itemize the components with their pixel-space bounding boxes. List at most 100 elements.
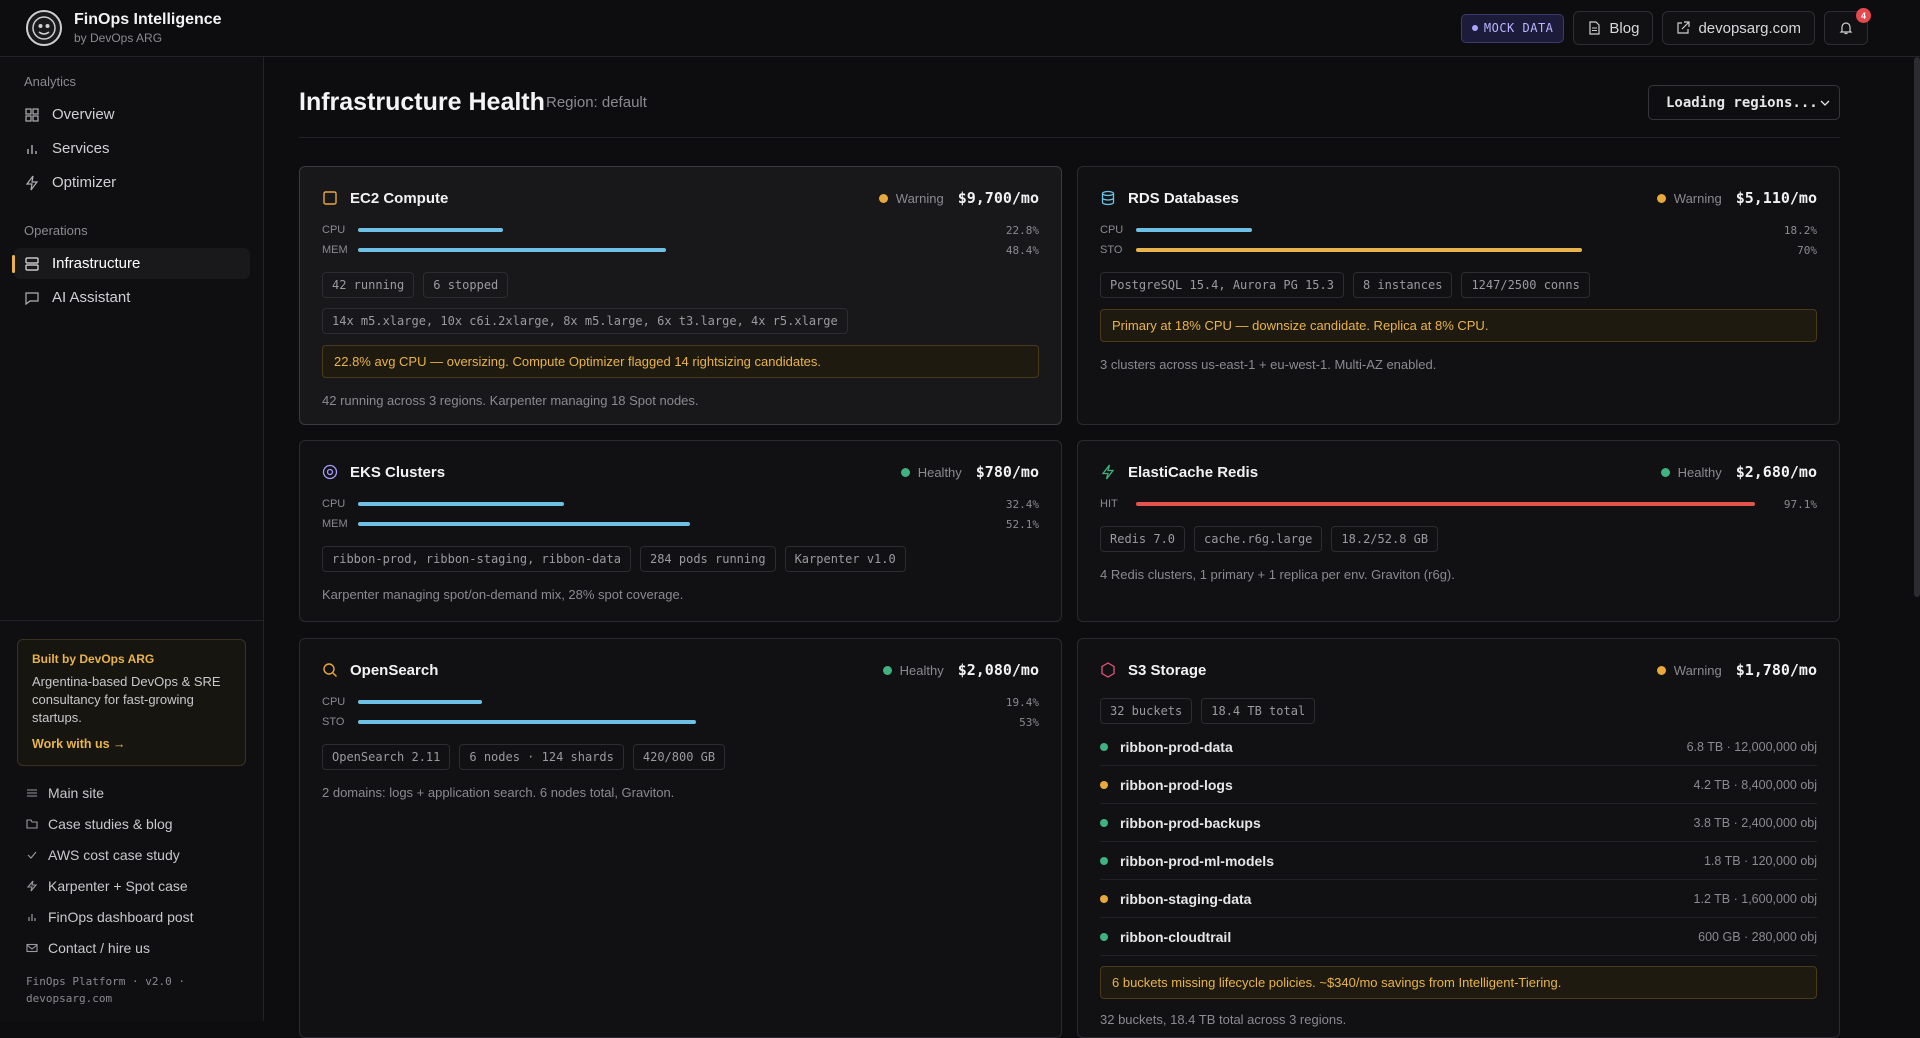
nav-infrastructure-label: Infrastructure (52, 255, 141, 272)
opensearch-chips: OpenSearch 2.11 6 nodes · 124 shards 420… (322, 744, 726, 770)
s3-card[interactable]: S3 Storage Warning $1,780/mo 32 buckets 1… (1077, 638, 1840, 1038)
status-dot (900, 467, 910, 477)
folder-icon (26, 819, 38, 829)
chip: 8 instances (1352, 272, 1453, 298)
brand: FinOps Intelligence by DevOps ARG (74, 11, 222, 45)
bucket-row[interactable]: ribbon-prod-ml-models 1.8 TB · 120,000 ob… (1100, 842, 1817, 880)
status-dot (1100, 932, 1108, 941)
mock-data-label: MOCK DATA (1483, 21, 1554, 35)
redis-cost: $2,680/mo (1735, 463, 1817, 481)
bucket-row[interactable]: ribbon-cloudtrail 600 GB · 280,000 obj (1100, 918, 1817, 956)
sidebar-divider (0, 620, 264, 621)
chip: cache.r6g.large (1194, 526, 1323, 552)
redis-card[interactable]: ElastiCache Redis Healthy $2,680/mo HIT 97… (1077, 440, 1840, 622)
bar-fill (358, 522, 690, 526)
nav-optimizer[interactable]: Optimizer (14, 167, 250, 198)
nav-infrastructure[interactable]: Infrastructure (12, 248, 250, 279)
bar-percent: 70% (1797, 243, 1817, 257)
scrollbar-thumb[interactable] (1914, 57, 1920, 597)
bar-percent: 32.4% (1005, 497, 1039, 511)
bucket-row[interactable]: ribbon-staging-data 1.2 TB · 1,600,000 ob… (1100, 880, 1817, 918)
ec2-title: EC2 Compute (350, 189, 449, 207)
ec2-instance-types: 14x m5.xlarge, 10x c6i.2xlarge, 8x m5.la… (322, 308, 848, 334)
region-select[interactable]: Loading regions... (1648, 85, 1840, 120)
nav-overview-label: Overview (52, 106, 115, 123)
sidebar: Analytics Overview Services Optimizer Op… (0, 57, 264, 1021)
eks-cost: $780/mo (975, 463, 1039, 481)
opensearch-cpu-bar: CPU 19.4% (322, 695, 1039, 709)
link-contact-label: Contact / hire us (48, 940, 150, 956)
bar-label: CPU (322, 696, 346, 708)
nav-ai-assistant[interactable]: AI Assistant (14, 282, 250, 313)
cpu-chip-icon (323, 191, 337, 205)
bar-percent: 22.8% (1005, 223, 1039, 237)
ec2-card[interactable]: EC2 Compute Warning $9,700/mo CPU 22.8% ME… (299, 166, 1062, 425)
region-label: Region: default (546, 94, 647, 111)
s3-cost: $1,780/mo (1735, 661, 1817, 679)
bucket-name: ribbon-prod-ml-models (1120, 852, 1274, 869)
bucket-name: ribbon-prod-data (1120, 738, 1233, 755)
bar-fill (358, 720, 696, 724)
redis-note: 4 Redis clusters, 1 primary + 1 replica … (1100, 567, 1455, 582)
chip: 14x m5.xlarge, 10x c6i.2xlarge, 8x m5.la… (322, 308, 848, 334)
link-main-site-label: Main site (48, 785, 105, 801)
nav-services-label: Services (52, 140, 110, 157)
site-label: devopsarg.com (1698, 19, 1801, 37)
brand-title: FinOps Intelligence (74, 11, 222, 28)
promo-card: Built by DevOps ARG Argentina-based DevO… (17, 639, 246, 766)
chip: 420/800 GB (632, 744, 726, 770)
chip: Karpenter v1.0 (784, 546, 906, 572)
notification-count-badge: 4 (1856, 8, 1871, 23)
bucket-meta: 600 GB · 280,000 obj (1698, 929, 1817, 944)
status-dot (882, 665, 892, 675)
top-bar: FinOps Intelligence by DevOps ARG MOCK D… (0, 0, 1920, 57)
ec2-cpu-bar: CPU 22.8% (322, 223, 1039, 237)
link-karpenter-case[interactable]: Karpenter + Spot case (26, 878, 188, 894)
mock-dot-icon (1471, 25, 1478, 31)
site-link-button[interactable]: devopsarg.com (1662, 11, 1815, 45)
promo-link[interactable]: Work with us → (32, 737, 126, 751)
bucket-meta: 1.8 TB · 120,000 obj (1703, 853, 1817, 868)
rds-chips: PostgreSQL 15.4, Aurora PG 15.3 8 instan… (1100, 272, 1590, 298)
opensearch-card[interactable]: OpenSearch Healthy $2,080/mo CPU 19.4% STO… (299, 638, 1062, 1038)
bar-chart-icon (28, 914, 36, 921)
status-dot (1660, 467, 1670, 477)
operations-section-label: Operations (24, 223, 88, 238)
blog-button[interactable]: Blog (1573, 11, 1654, 45)
opensearch-cost: $2,080/mo (957, 661, 1039, 679)
nav-services[interactable]: Services (14, 133, 250, 164)
rds-card[interactable]: RDS Databases Warning $5,110/mo CPU 18.2% … (1077, 166, 1840, 425)
chip: 42 running (322, 272, 415, 298)
server-icon (25, 256, 39, 271)
chip: PostgreSQL 15.4, Aurora PG 15.3 (1100, 272, 1344, 298)
link-main-site[interactable]: Main site (26, 785, 104, 801)
bucket-row[interactable]: ribbon-prod-logs 4.2 TB · 8,400,000 obj (1100, 766, 1817, 804)
check-icon (27, 851, 37, 859)
grid-icon (25, 107, 39, 122)
ec2-cost: $9,700/mo (957, 189, 1039, 207)
bar-fill (358, 228, 504, 232)
database-icon (1101, 190, 1115, 206)
rds-status: Warning (1673, 190, 1722, 206)
status-dot (878, 193, 888, 203)
bucket-row[interactable]: ribbon-prod-backups 3.8 TB · 2,400,000 ob… (1100, 804, 1817, 842)
mock-data-badge: MOCK DATA (1460, 13, 1565, 43)
eks-card[interactable]: EKS Clusters Healthy $780/mo CPU 32.4% MEM… (299, 440, 1062, 622)
link-karpenter-case-label: Karpenter + Spot case (48, 878, 188, 894)
chip: 32 buckets (1100, 698, 1193, 724)
link-finops-post[interactable]: FinOps dashboard post (26, 909, 194, 925)
bar-fill (1136, 502, 1755, 506)
nav-overview[interactable]: Overview (14, 99, 250, 130)
chip: 6 nodes · 124 shards (459, 744, 624, 770)
link-aws-case[interactable]: AWS cost case study (26, 847, 180, 863)
notifications-button[interactable]: 4 (1824, 8, 1871, 45)
eks-title: EKS Clusters (350, 463, 446, 481)
bar-percent: 48.4% (1005, 243, 1039, 257)
ec2-mem-bar: MEM 48.4% (322, 243, 1039, 257)
link-contact[interactable]: Contact / hire us (26, 940, 150, 956)
brand-logo[interactable] (26, 10, 62, 46)
chip: OpenSearch 2.11 (322, 744, 451, 770)
link-case-studies[interactable]: Case studies & blog (26, 816, 173, 832)
eks-chips: ribbon-prod, ribbon-staging, ribbon-data… (322, 546, 906, 572)
bucket-row[interactable]: ribbon-prod-data 6.8 TB · 12,000,000 obj (1100, 728, 1817, 766)
